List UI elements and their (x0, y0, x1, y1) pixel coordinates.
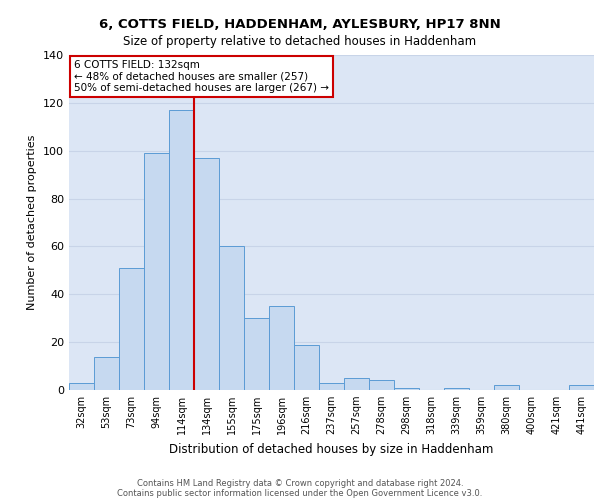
Text: 6, COTTS FIELD, HADDENHAM, AYLESBURY, HP17 8NN: 6, COTTS FIELD, HADDENHAM, AYLESBURY, HP… (99, 18, 501, 30)
Bar (244, 318, 269, 390)
Text: Contains public sector information licensed under the Open Government Licence v3: Contains public sector information licen… (118, 488, 482, 498)
Text: Size of property relative to detached houses in Haddenham: Size of property relative to detached ho… (124, 35, 476, 48)
Bar (94, 356, 119, 390)
Bar (219, 246, 244, 390)
Bar (194, 158, 219, 390)
Bar (444, 388, 469, 390)
Text: 6 COTTS FIELD: 132sqm
← 48% of detached houses are smaller (257)
50% of semi-det: 6 COTTS FIELD: 132sqm ← 48% of detached … (74, 60, 329, 93)
Bar (319, 383, 344, 390)
Bar (369, 380, 394, 390)
Bar (144, 153, 169, 390)
Bar (169, 110, 194, 390)
Bar (569, 385, 594, 390)
X-axis label: Distribution of detached houses by size in Haddenham: Distribution of detached houses by size … (169, 442, 494, 456)
Bar (69, 383, 94, 390)
Y-axis label: Number of detached properties: Number of detached properties (28, 135, 37, 310)
Bar (294, 344, 319, 390)
Bar (119, 268, 144, 390)
Bar (494, 385, 519, 390)
Text: Contains HM Land Registry data © Crown copyright and database right 2024.: Contains HM Land Registry data © Crown c… (137, 478, 463, 488)
Bar (269, 306, 294, 390)
Bar (394, 388, 419, 390)
Bar (344, 378, 369, 390)
